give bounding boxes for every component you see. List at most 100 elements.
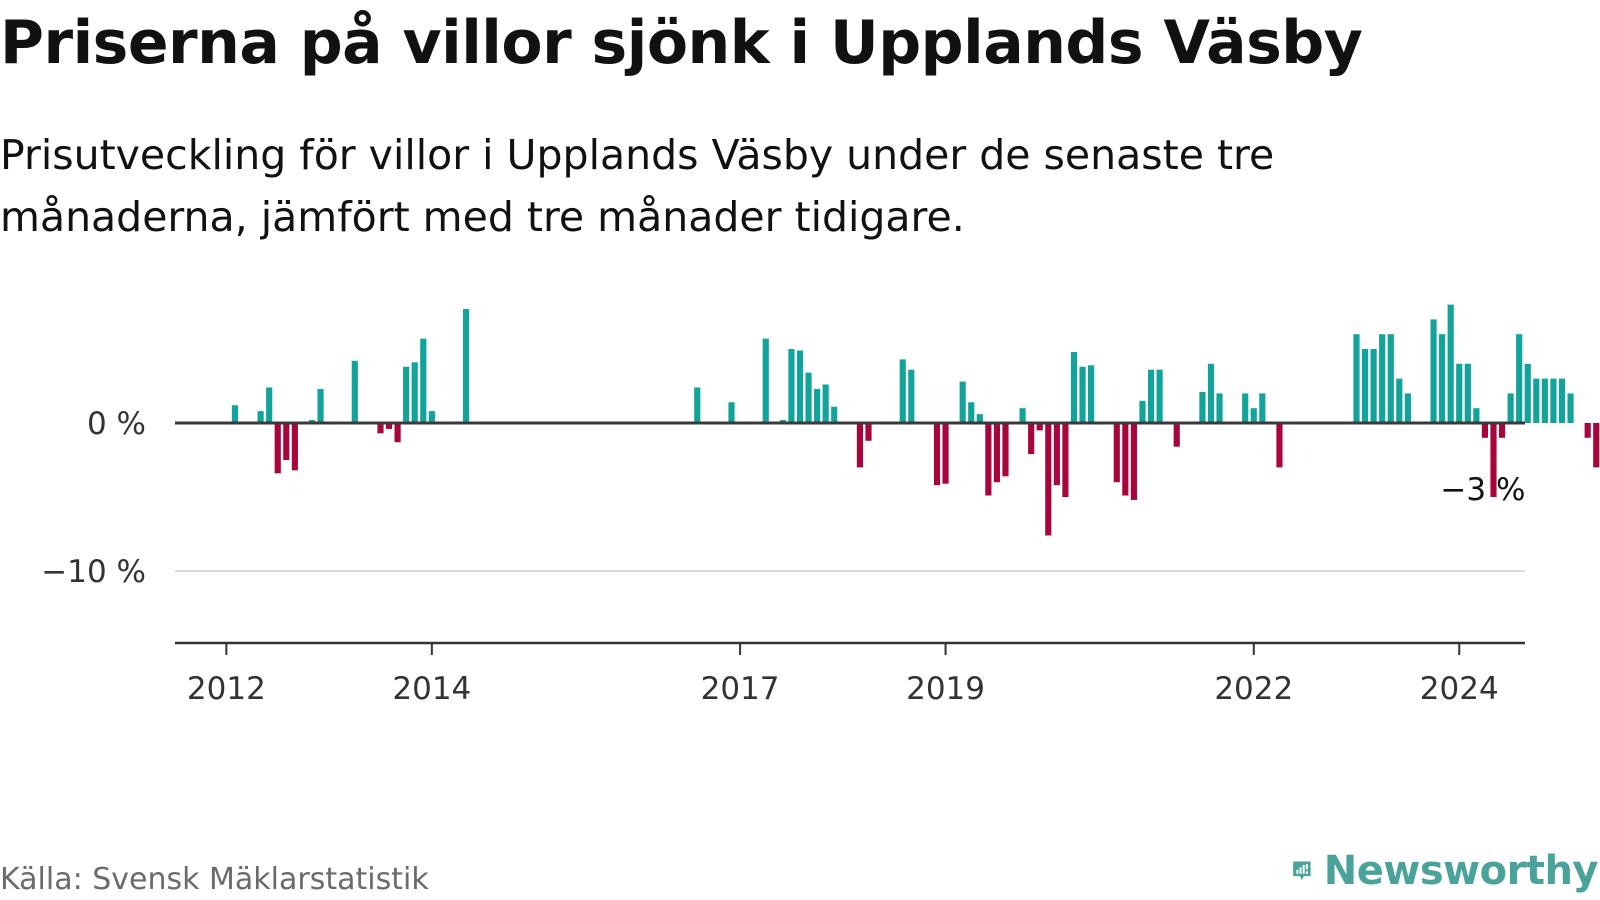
- bar-115: [1207, 363, 1215, 423]
- bar-90: [993, 423, 1000, 483]
- bar-143: [1447, 304, 1454, 423]
- bar-83: [933, 423, 941, 486]
- bar-84: [942, 423, 949, 484]
- bar-132: [1353, 334, 1360, 423]
- bar-1: [231, 405, 239, 423]
- bar-157: [1567, 393, 1574, 423]
- bar-87: [968, 402, 975, 423]
- bar-104: [1113, 423, 1120, 483]
- bar-136: [1387, 334, 1394, 423]
- brand-logo: Newsworthy: [1292, 842, 1599, 900]
- bar-116: [1216, 393, 1223, 423]
- bar-149: [1498, 423, 1506, 438]
- bar-67: [796, 350, 804, 423]
- x-tick-label-2017: 2017: [701, 671, 780, 707]
- bar-89: [985, 423, 992, 496]
- bar-23: [420, 338, 427, 423]
- bar-147: [1481, 423, 1489, 438]
- brand-name: Newsworthy: [1323, 848, 1599, 894]
- bar-107: [1139, 400, 1146, 423]
- bar-95: [1036, 423, 1043, 431]
- bar-63: [762, 338, 769, 423]
- bar-142: [1439, 334, 1446, 423]
- bar-22: [411, 362, 418, 423]
- bar-80: [908, 369, 915, 423]
- bar-4: [257, 411, 264, 423]
- bar-97: [1053, 423, 1060, 486]
- bar-109: [1156, 369, 1163, 423]
- bar-5: [266, 387, 273, 423]
- bar-160: [1593, 423, 1600, 468]
- bar-100: [1079, 366, 1086, 423]
- y-tick-label-0: 0 %: [87, 406, 146, 442]
- bar-86: [959, 381, 966, 423]
- bar-99: [1070, 351, 1078, 423]
- bar-74: [856, 423, 864, 468]
- bar-59: [728, 402, 735, 423]
- bar-151: [1516, 334, 1523, 423]
- bar-20: [394, 423, 401, 443]
- bar-154: [1541, 378, 1548, 423]
- bar-88: [976, 414, 983, 423]
- bar-156: [1558, 378, 1566, 423]
- bar-75: [865, 423, 872, 441]
- bar-133: [1361, 349, 1369, 423]
- bar-28: [463, 309, 470, 423]
- bar-144: [1456, 363, 1463, 423]
- bar-7: [283, 423, 290, 460]
- bar-141: [1430, 319, 1437, 423]
- bar-70: [822, 384, 829, 423]
- bar-111: [1173, 423, 1180, 447]
- bar-68: [805, 372, 812, 423]
- bar-71: [831, 406, 838, 423]
- bar-91: [1002, 423, 1009, 477]
- bar-6: [274, 423, 281, 474]
- bar-155: [1550, 378, 1557, 423]
- bar-137: [1396, 378, 1403, 423]
- bar-11: [317, 388, 324, 423]
- bar-123: [1276, 423, 1283, 468]
- bar-93: [1019, 408, 1026, 423]
- bar-159: [1584, 423, 1591, 438]
- bar-121: [1259, 393, 1266, 423]
- latest-value-label: −3 %: [1440, 472, 1525, 508]
- bar-79: [899, 359, 906, 423]
- source-note: Källa: Svensk Mäklarstatistik: [0, 862, 429, 897]
- bar-120: [1250, 408, 1257, 423]
- bar-106: [1130, 423, 1137, 500]
- bar-105: [1122, 423, 1129, 496]
- bar-152: [1524, 363, 1531, 423]
- bar-135: [1379, 334, 1386, 423]
- bar-chart: 0 % −10 % 2012 2014 2017 2019 2022 2024 …: [41, 304, 1600, 707]
- bar-21: [403, 366, 410, 423]
- chart-subtitle: Prisutveckling för villor i Upplands Väs…: [0, 131, 1275, 241]
- x-tick-label-2022: 2022: [1214, 671, 1293, 707]
- bar-150: [1507, 393, 1514, 423]
- bar-69: [814, 388, 821, 423]
- x-tick-label-2019: 2019: [906, 671, 985, 707]
- bar-108: [1147, 369, 1155, 423]
- bar-19: [385, 423, 393, 429]
- bar-55: [694, 387, 701, 423]
- bar-66: [788, 349, 795, 423]
- bar-153: [1533, 378, 1540, 423]
- x-axis-ticks: [225, 643, 1461, 655]
- chart-title: Priserna på villor sjönk i Upplands Väsb…: [0, 8, 1363, 78]
- x-axis-labels: 2012 2014 2017 2019 2022 2024: [187, 671, 1499, 707]
- bar-114: [1199, 391, 1206, 423]
- y-tick-label-minus-10: −10 %: [41, 554, 146, 590]
- bar-138: [1404, 393, 1411, 423]
- bar-96: [1045, 423, 1052, 536]
- bar-148: [1490, 423, 1497, 497]
- x-tick-label-2012: 2012: [187, 671, 266, 707]
- bar-94: [1028, 423, 1035, 455]
- bar-18: [377, 423, 384, 434]
- bar-15: [351, 360, 358, 423]
- x-tick-label-2014: 2014: [392, 671, 471, 707]
- bar-119: [1242, 393, 1249, 423]
- bar-101: [1088, 365, 1095, 423]
- bar-134: [1370, 349, 1377, 423]
- newsworthy-logo-icon: [1293, 861, 1311, 881]
- bar-146: [1473, 408, 1480, 423]
- y-axis-labels: 0 % −10 %: [41, 406, 146, 590]
